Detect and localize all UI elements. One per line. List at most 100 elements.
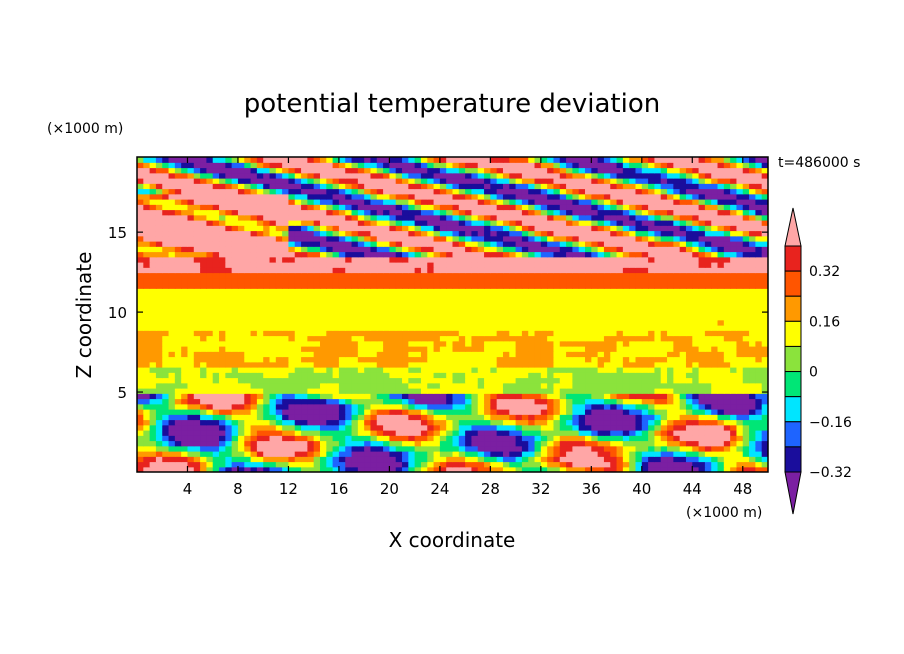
field-cell: [244, 225, 252, 232]
field-cell: [641, 382, 649, 389]
field-cell: [351, 430, 359, 436]
field-cell: [484, 304, 491, 310]
field-cell: [263, 340, 271, 347]
field-cell: [219, 220, 226, 226]
field-cell: [578, 220, 586, 226]
field-cell: [591, 377, 599, 384]
field-cell: [685, 225, 693, 232]
field-cell: [540, 466, 548, 472]
field-cell: [155, 235, 163, 242]
field-cell: [484, 256, 491, 263]
field-cell: [515, 298, 523, 305]
field-cell: [515, 251, 523, 258]
field-cell: [723, 367, 731, 373]
field-cell: [641, 335, 649, 342]
field-cell: [319, 430, 327, 436]
field-cell: [162, 235, 170, 242]
field-cell: [357, 335, 365, 342]
field-cell: [704, 246, 712, 253]
field-cell: [553, 319, 561, 326]
field-cell: [187, 461, 195, 468]
field-cell: [490, 225, 498, 232]
field-cell: [301, 267, 308, 274]
field-cell: [427, 346, 435, 352]
field-cell: [566, 419, 573, 426]
field-cell: [231, 235, 239, 242]
field-cell: [660, 246, 668, 253]
field-cell: [427, 256, 435, 263]
field-cell: [244, 209, 252, 216]
field-cell: [439, 346, 447, 352]
field-cell: [679, 325, 687, 331]
field-cell: [698, 319, 706, 326]
field-cell: [572, 340, 580, 347]
field-cell: [673, 382, 681, 389]
field-cell: [446, 403, 454, 410]
field-cell: [181, 440, 189, 447]
field-cell: [534, 319, 542, 326]
field-cell: [275, 288, 283, 295]
field-cell: [471, 277, 479, 284]
field-cell: [193, 340, 201, 347]
field-cell: [749, 304, 756, 310]
field-cell: [490, 330, 498, 337]
field-cell: [458, 267, 466, 274]
field-cell: [458, 298, 466, 305]
field-cell: [515, 314, 523, 321]
field-cell: [458, 220, 466, 226]
field-cell: [275, 393, 283, 400]
field-cell: [326, 346, 334, 352]
field-cell: [477, 430, 485, 436]
field-cell: [559, 340, 567, 347]
field-cell: [515, 335, 523, 342]
field-cell: [383, 298, 390, 305]
field-cell: [345, 298, 353, 305]
field-cell: [269, 445, 277, 452]
field-cell: [174, 382, 182, 389]
field-cell: [704, 267, 712, 274]
field-cell: [528, 283, 536, 289]
field-cell: [187, 346, 195, 352]
field-cell: [654, 419, 662, 426]
field-cell: [187, 382, 195, 389]
field-cell: [484, 388, 491, 394]
field-cell: [282, 314, 290, 321]
field-cell: [540, 230, 548, 237]
field-cell: [427, 367, 435, 373]
field-cell: [496, 330, 504, 337]
field-cell: [660, 361, 668, 368]
field-cell: [212, 304, 220, 310]
field-cell: [528, 246, 536, 253]
field-cell: [698, 445, 706, 452]
field-cell: [496, 283, 504, 289]
field-cell: [566, 456, 573, 463]
field-cell: [515, 330, 523, 337]
field-cell: [692, 319, 700, 326]
field-cell: [566, 367, 573, 373]
field-cell: [704, 424, 712, 431]
field-cell: [345, 440, 353, 447]
field-cell: [572, 445, 580, 452]
field-cell: [749, 372, 756, 379]
field-cell: [168, 419, 176, 426]
field-cell: [534, 414, 542, 421]
field-cell: [433, 267, 441, 274]
field-cell: [338, 372, 346, 379]
field-cell: [313, 209, 321, 216]
field-cell: [585, 246, 592, 253]
field-cell: [155, 309, 163, 316]
field-cell: [610, 388, 618, 394]
field-cell: [143, 361, 151, 368]
field-cell: [730, 225, 738, 232]
field-cell: [629, 319, 637, 326]
field-cell: [250, 214, 258, 221]
field-cell: [212, 351, 220, 358]
field-cell: [654, 293, 662, 300]
field-cell: [402, 225, 409, 232]
field-cell: [319, 388, 327, 394]
field-cell: [553, 403, 561, 410]
field-cell: [351, 256, 359, 263]
field-cell: [502, 235, 510, 242]
field-cell: [534, 235, 542, 242]
field-cell: [515, 403, 523, 410]
